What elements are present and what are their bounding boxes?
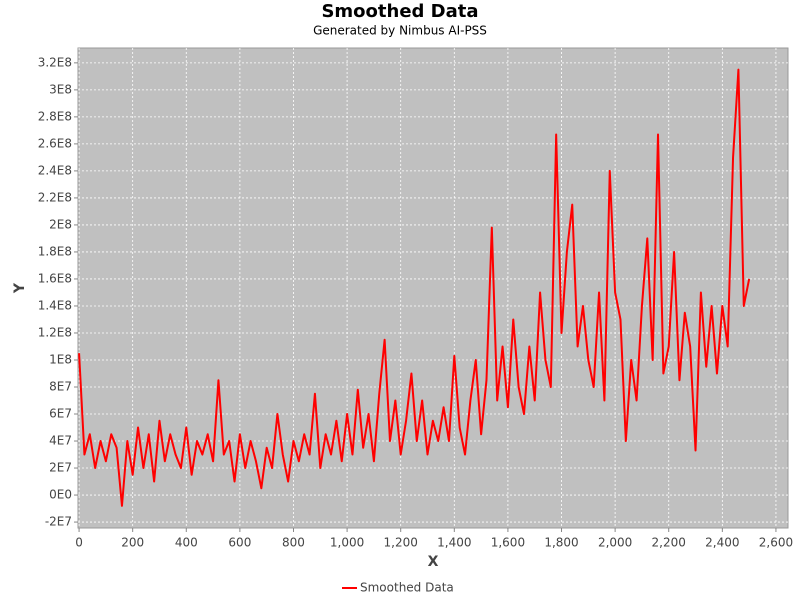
y-tick-label: 2E8: [49, 217, 72, 231]
y-tick-label: 1.8E8: [38, 244, 72, 258]
y-tick-label: 8E7: [49, 379, 72, 393]
plot-area: [77, 47, 789, 529]
x-tick-label: 1,800: [544, 536, 578, 550]
y-tick-label: 1.6E8: [38, 271, 72, 285]
chart-subtitle: Generated by Nimbus AI-PSS: [313, 24, 487, 38]
y-tick-label: 2.8E8: [38, 109, 72, 123]
x-tick-label: 2,600: [759, 536, 793, 550]
y-tick-label: 1E8: [49, 352, 72, 366]
y-tick-label: 2.2E8: [38, 190, 72, 204]
y-tick-label: 2E7: [49, 461, 72, 475]
x-tick-label: 400: [175, 536, 198, 550]
x-tick-label: 1,600: [491, 536, 525, 550]
y-tick-label: 2.6E8: [38, 136, 72, 150]
x-tick-label: 2,200: [652, 536, 686, 550]
x-tick-label: 2,400: [705, 536, 739, 550]
y-tick-label: 6E7: [49, 407, 72, 421]
y-tick-label: 3E8: [49, 82, 72, 96]
x-axis-label: X: [428, 554, 439, 570]
chart-title: Smoothed Data: [321, 1, 478, 22]
y-tick-label: 3.2E8: [38, 55, 72, 69]
x-tick-label: 1,400: [437, 536, 471, 550]
legend-label: Smoothed Data: [360, 581, 454, 595]
x-tick-label: 600: [228, 536, 251, 550]
x-tick-label: 1,000: [330, 536, 364, 550]
y-tick-label: 4E7: [49, 434, 72, 448]
y-axis-label: Y: [12, 282, 28, 294]
y-tick-label: -2E7: [45, 515, 72, 529]
x-tick-label: 2,000: [598, 536, 632, 550]
legend: Smoothed Data: [342, 581, 454, 595]
data-line: [78, 68, 751, 507]
x-tick-label: 1,200: [384, 536, 418, 550]
x-tick-label: 200: [121, 536, 144, 550]
y-tick-label: 1.2E8: [38, 325, 72, 339]
x-tick-label: 800: [282, 536, 305, 550]
y-tick-label: 2.4E8: [38, 163, 72, 177]
x-tick-label: 0: [75, 536, 83, 550]
y-tick-label: 1.4E8: [38, 298, 72, 312]
y-tick-label: 0E0: [49, 488, 72, 502]
